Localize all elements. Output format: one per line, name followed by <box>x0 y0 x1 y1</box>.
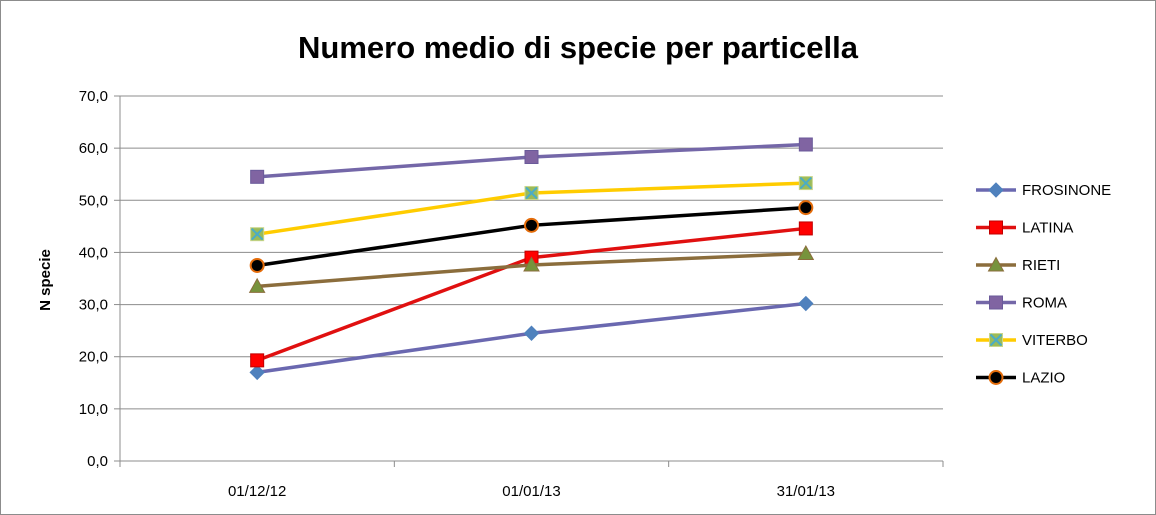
legend-item-viterbo: VITERBO <box>976 332 1088 349</box>
data-point-rieti <box>523 256 540 272</box>
y-axis-label: N specie <box>37 249 54 311</box>
y-tick-label: 10,0 <box>79 401 108 418</box>
data-point-rieti <box>797 244 815 260</box>
legend-label: LATINA <box>1022 220 1073 237</box>
legend: FROSINONE LATINA RIETI ROMA VITERBO LAZIO <box>976 182 1111 387</box>
legend-label: ROMA <box>1022 295 1067 312</box>
data-point-viterbo <box>798 176 813 191</box>
y-tick-label: 30,0 <box>79 297 108 314</box>
y-tick-label: 40,0 <box>79 244 108 261</box>
chart-title: Numero medio di specie per particella <box>298 30 859 65</box>
data-point-frosinone <box>523 325 540 341</box>
series-lazio <box>249 200 814 273</box>
data-point-rieti <box>248 277 266 293</box>
series-roma <box>250 137 813 184</box>
data-point-latina <box>989 220 1003 235</box>
y-tick-label: 60,0 <box>79 140 108 157</box>
legend-label: LAZIO <box>1022 370 1065 387</box>
x-tick-label: 01/12/12 <box>228 483 286 500</box>
x-tick-label: 01/01/13 <box>502 483 560 500</box>
series-viterbo <box>250 176 813 242</box>
series-frosinone <box>249 295 814 381</box>
data-point-lazio <box>524 217 539 233</box>
legend-item-lazio: LAZIO <box>976 370 1065 387</box>
series-rieti <box>248 244 815 293</box>
y-tick-label: 50,0 <box>79 192 108 209</box>
legend-label: RIETI <box>1022 257 1060 274</box>
data-point-rieti <box>987 256 1005 272</box>
data-point-lazio <box>798 200 814 216</box>
data-point-latina <box>798 221 813 236</box>
series-latina <box>250 221 813 368</box>
data-point-roma <box>798 137 813 152</box>
data-point-frosinone <box>249 364 265 381</box>
legend-item-latina: LATINA <box>976 220 1073 237</box>
y-tick-label: 70,0 <box>79 88 108 105</box>
data-point-lazio <box>249 257 265 273</box>
data-point-frosinone <box>798 295 814 312</box>
legend-item-roma: ROMA <box>976 295 1067 312</box>
legend-label: FROSINONE <box>1022 182 1111 199</box>
legend-item-frosinone: FROSINONE <box>976 182 1111 199</box>
legend-label: VITERBO <box>1022 332 1088 349</box>
data-point-lazio <box>988 370 1004 385</box>
data-point-latina <box>250 353 265 368</box>
x-tick-label: 31/01/13 <box>777 483 835 500</box>
y-tick-label: 20,0 <box>79 349 108 366</box>
series-lines <box>248 137 815 381</box>
data-point-roma <box>250 169 265 184</box>
legend-item-rieti: RIETI <box>976 256 1060 274</box>
y-tick-label: 0,0 <box>87 453 108 470</box>
x-tick-labels: 01/12/12 01/01/13 31/01/13 <box>228 483 835 500</box>
data-point-viterbo <box>250 227 265 242</box>
data-point-frosinone <box>988 182 1004 198</box>
y-tick-labels: 0,0 10,0 20,0 30,0 40,0 50,0 60,0 70,0 <box>79 88 108 470</box>
data-point-roma <box>524 150 539 165</box>
data-point-roma <box>989 295 1003 310</box>
data-point-viterbo <box>989 333 1003 347</box>
data-point-viterbo <box>524 185 539 200</box>
